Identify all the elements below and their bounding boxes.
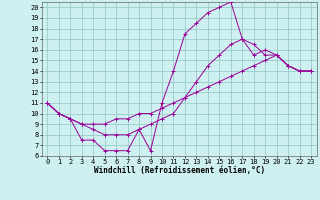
- X-axis label: Windchill (Refroidissement éolien,°C): Windchill (Refroidissement éolien,°C): [94, 166, 265, 175]
